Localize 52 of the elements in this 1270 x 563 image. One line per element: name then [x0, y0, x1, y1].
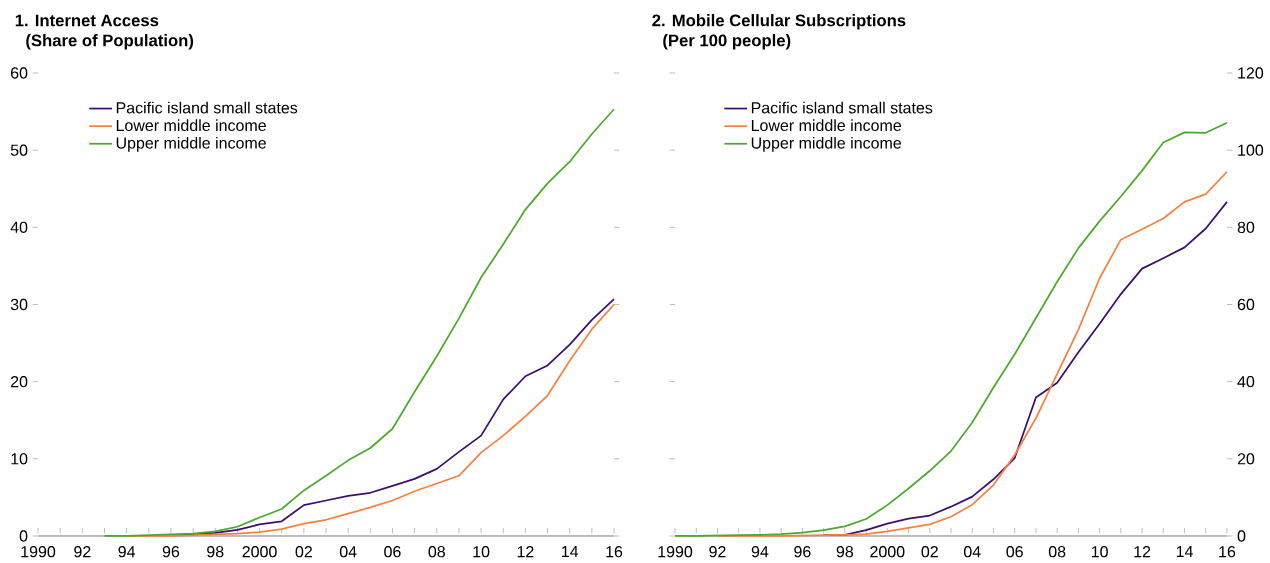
x-tick-label: 08 — [1048, 546, 1066, 558]
legend-label: Upper middle income — [751, 136, 902, 152]
y-tick-label: 20 — [10, 376, 28, 388]
x-tick-label: 98 — [836, 546, 854, 558]
y-tick-label: 10 — [11, 453, 28, 465]
x-tick-label: 96 — [794, 546, 811, 558]
y2-tick-label: 20 — [1237, 453, 1255, 465]
x-tick-label: 16 — [606, 546, 623, 558]
x-tick-label: 10 — [473, 546, 490, 558]
x-tick-label: 12 — [517, 546, 534, 558]
x-tick-label: 2000 — [870, 546, 905, 558]
x-tick-label: 94 — [751, 546, 769, 558]
x-tick-label: 02 — [295, 546, 312, 558]
y2-tick-label: 0 — [1237, 530, 1246, 542]
chart-subtitle: (Share of Population) — [26, 34, 194, 50]
x-tick-label: 10 — [1091, 546, 1108, 558]
y-tick-label: 60 — [11, 67, 28, 79]
y2-tick-label: 120 — [1238, 67, 1264, 79]
x-tick-label: 1990 — [658, 546, 693, 558]
y2-tick-label: 80 — [1237, 221, 1255, 233]
y2-tick-label: 40 — [1237, 376, 1255, 388]
legend-label: Pacific island small states — [116, 101, 298, 114]
x-tick-label: 06 — [1006, 546, 1023, 558]
y2-tick-label: 100 — [1238, 144, 1264, 156]
legend-label: Upper middle income — [116, 136, 266, 152]
x-tick-label: 02 — [921, 546, 938, 558]
x-tick-label: 04 — [339, 546, 357, 558]
chart-subtitle: (Per 100 people) — [663, 34, 791, 50]
legend-label: Pacific island small states — [751, 101, 933, 114]
x-tick-label: 08 — [428, 546, 445, 558]
legend-label: Lower middle income — [751, 119, 902, 132]
legend-label: Lower middle income — [116, 119, 266, 132]
x-tick-label: 06 — [384, 546, 401, 558]
y-tick-label: 50 — [10, 144, 28, 156]
x-tick-label: 16 — [1219, 546, 1236, 558]
x-tick-label: 98 — [207, 546, 224, 558]
x-tick-label: 92 — [709, 546, 726, 558]
x-tick-label: 14 — [562, 546, 579, 558]
x-tick-label: 92 — [74, 546, 91, 558]
y-tick-label: 0 — [19, 530, 28, 542]
x-tick-label: 14 — [1176, 546, 1193, 558]
x-tick-label: 04 — [963, 546, 981, 558]
y2-tick-label: 60 — [1237, 298, 1255, 311]
y-tick-label: 40 — [10, 221, 28, 233]
x-tick-label: 12 — [1134, 546, 1151, 558]
y-tick-label: 30 — [10, 298, 28, 311]
x-tick-label: 94 — [118, 546, 136, 558]
x-tick-label: 96 — [162, 546, 180, 558]
x-tick-label: 1990 — [21, 546, 56, 558]
chart-title: 1. Internet Access — [15, 14, 159, 27]
chart-title: 2. Mobile Cellular Subscriptions — [652, 14, 906, 30]
x-tick-label: 2000 — [242, 546, 277, 558]
